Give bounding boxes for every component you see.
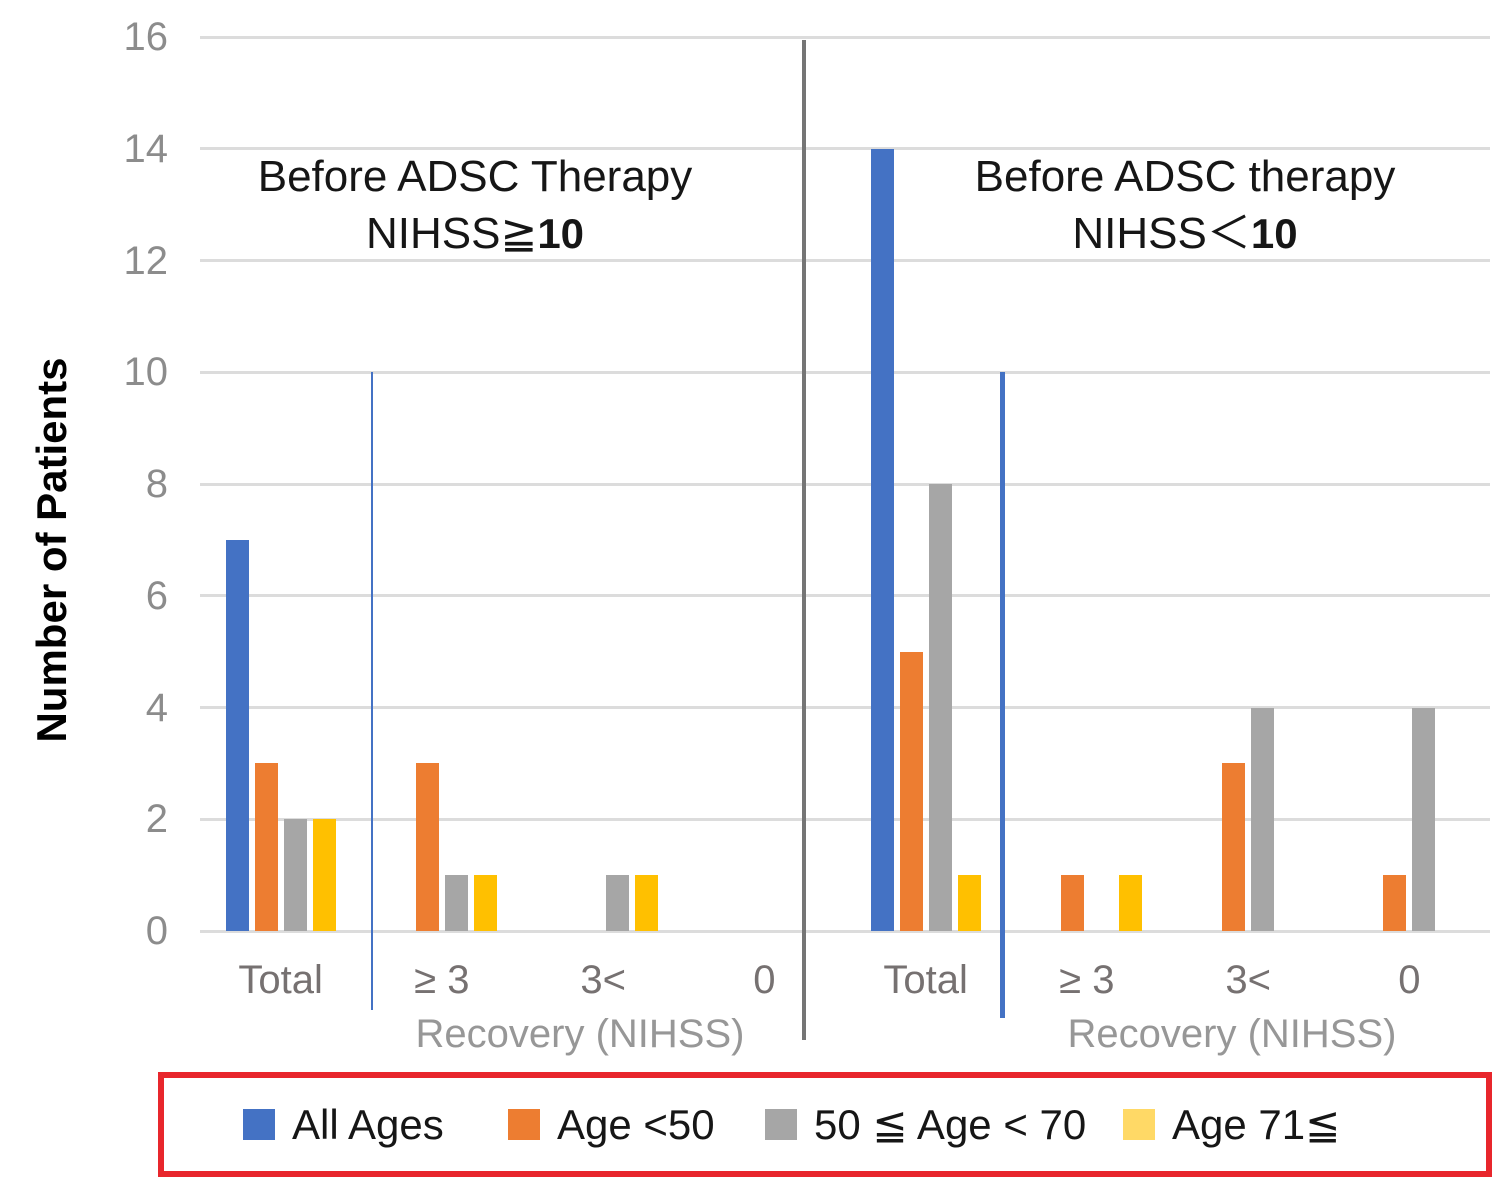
panel-title-right: Before ADSC therapy NIHSS＜10 — [975, 148, 1396, 262]
gridline — [200, 594, 1490, 598]
y-tick-label: 8 — [145, 462, 168, 506]
panel-title-left-subtitle: NIHSS≧ — [365, 209, 538, 259]
threshold-line — [371, 372, 373, 1010]
panel-divider-line — [802, 40, 806, 1040]
gridline — [200, 259, 1490, 262]
bar-50-Age-70 — [1412, 707, 1436, 931]
panel-title-left-line2: NIHSS≧10 — [258, 205, 693, 262]
bar-Age-71- — [957, 875, 981, 931]
gridline — [200, 482, 1490, 486]
legend-swatch — [765, 1109, 797, 1140]
bar-50-Age-70 — [283, 819, 307, 931]
bar-All-Ages — [870, 148, 894, 931]
y-tick-label: 16 — [123, 15, 169, 59]
gridline — [200, 147, 1490, 151]
legend-item: All Ages — [243, 1078, 444, 1171]
y-tick-label: 10 — [123, 350, 169, 395]
bar-Age-50 — [254, 763, 278, 931]
legend-swatch — [243, 1109, 275, 1140]
bar-Age-50 — [1383, 875, 1407, 931]
legend-label: Age <50 — [557, 1100, 715, 1148]
y-tick-label: 4 — [145, 685, 168, 730]
legend-swatch — [1123, 1109, 1155, 1140]
legend-item: 50 ≦ Age < 70 — [765, 1078, 1086, 1171]
panel-title-right-subtitle: NIHSS＜ — [1072, 209, 1251, 259]
x-tick-label: ≥ 3 — [1059, 958, 1115, 1002]
legend-label: 50 ≦ Age < 70 — [814, 1101, 1087, 1148]
x-tick-label: 0 — [753, 958, 776, 1002]
bar-50-Age-70 — [444, 875, 468, 931]
x-tick-label: 3< — [580, 958, 626, 1002]
y-tick-label: 12 — [123, 238, 169, 283]
bar-Age-71- — [1118, 875, 1142, 931]
bar-Age-71- — [473, 875, 497, 931]
y-axis-title: Number of Patients — [28, 357, 75, 743]
legend-label: Age 71≦ — [1172, 1101, 1341, 1148]
panel-title-left: Before ADSC Therapy NIHSS≧10 — [258, 148, 693, 262]
bar-50-Age-70 — [1251, 707, 1275, 931]
gridline — [200, 817, 1490, 821]
x-tick-label: 3< — [1225, 958, 1271, 1002]
gridline — [200, 35, 1490, 39]
bar-Age-50 — [415, 763, 439, 931]
legend-item: Age <50 — [508, 1078, 715, 1171]
legend-item: Age 71≦ — [1123, 1078, 1340, 1171]
panel-title-left-subtitle-number: 10 — [537, 210, 585, 258]
x-tick-label: 0 — [1398, 958, 1421, 1002]
gridline — [200, 370, 1490, 374]
legend-swatch — [508, 1109, 540, 1140]
threshold-line — [1000, 372, 1005, 1018]
bar-All-Ages — [225, 539, 249, 931]
x-axis-title-right: Recovery (NIHSS) — [1067, 1012, 1397, 1056]
x-axis-line — [200, 929, 1490, 933]
bar-Age-50 — [899, 651, 923, 931]
gridline — [200, 706, 1490, 709]
x-tick-label: Total — [238, 958, 323, 1002]
panel-title-right-subtitle-number: 10 — [1250, 210, 1298, 258]
bar-50-Age-70 — [606, 875, 630, 931]
bar-Age-50 — [1222, 763, 1246, 931]
bar-50-Age-70 — [928, 484, 952, 931]
bar-Age-71- — [635, 875, 659, 931]
x-axis-title-left: Recovery (NIHSS) — [415, 1012, 745, 1056]
bar-Age-71- — [312, 819, 336, 931]
panel-title-right-line1: Before ADSC therapy — [974, 152, 1396, 201]
legend: All Ages Age <50 50 ≦ Age < 70 Age 71≦ — [158, 1072, 1492, 1177]
y-tick-label: 2 — [145, 797, 168, 842]
panel-title-left-line1: Before ADSC Therapy — [257, 152, 693, 201]
x-tick-label: ≥ 3 — [414, 958, 470, 1002]
x-tick-label: Total — [883, 958, 968, 1002]
y-tick-label: 0 — [145, 909, 168, 953]
bar-Age-50 — [1060, 875, 1084, 931]
y-tick-label: 6 — [145, 573, 168, 618]
y-tick-label: 14 — [123, 126, 169, 171]
legend-label: All Ages — [292, 1100, 444, 1148]
panel-title-right-line2: NIHSS＜10 — [975, 205, 1396, 262]
